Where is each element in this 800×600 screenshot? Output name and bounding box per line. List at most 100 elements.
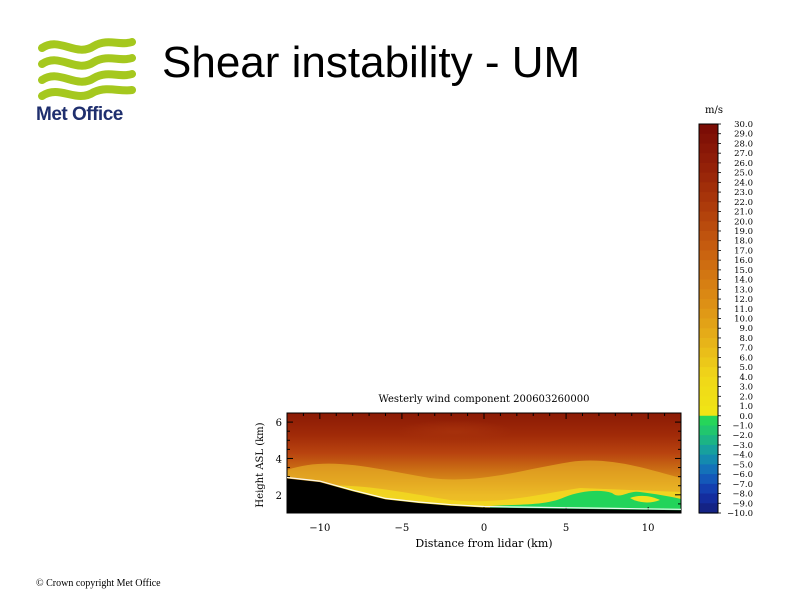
colorbar-label: 12.0 [734, 295, 753, 305]
y-axis: 2 4 6 [276, 418, 681, 514]
logo-text: Met Office [36, 104, 123, 125]
colorbar-label: 1.0 [739, 402, 753, 412]
colorbar-band [699, 386, 718, 397]
colorbar-label: 28.0 [734, 139, 753, 149]
colorbar-label: −7.0 [732, 480, 753, 490]
colorbar: 30.029.028.027.026.025.024.023.022.021.0… [698, 120, 753, 519]
colorbar-band [699, 308, 718, 320]
colorbar-band [699, 182, 718, 193]
colorbar-band [699, 240, 718, 252]
colorbar-label: 14.0 [734, 276, 753, 286]
colorbar-label: 15.0 [734, 266, 753, 276]
colorbar-band [699, 269, 718, 281]
colorbar-label: 29.0 [734, 130, 753, 140]
colorbar-band [699, 143, 718, 154]
colorbar-band [699, 357, 718, 368]
colorbar-band [699, 211, 718, 222]
colorbar-band [699, 347, 718, 358]
colorbar-band [699, 318, 718, 329]
terrain-mask [287, 478, 681, 513]
x-tick-label: 0 [481, 523, 487, 534]
colorbar-label: −9.0 [732, 499, 753, 509]
colorbar-band [699, 250, 718, 261]
colorbar-band [699, 328, 718, 339]
colorbar-band [699, 503, 718, 514]
colorbar-label: −3.0 [732, 441, 753, 451]
colorbar-label: 9.0 [739, 324, 753, 334]
colorbar-label: 11.0 [734, 305, 753, 315]
colorbar-band [699, 162, 718, 174]
colorbar-band [699, 435, 718, 446]
colorbar-band [699, 464, 718, 475]
colorbar-band [699, 444, 718, 456]
colorbar-band [699, 474, 718, 485]
y-tick-label: 6 [276, 418, 282, 429]
colorbar-label: 19.0 [734, 227, 753, 237]
y-tick-label: 4 [276, 454, 282, 465]
colorbar-unit: m/s [705, 105, 723, 116]
colorbar-band [699, 260, 718, 271]
colorbar-label: 23.0 [734, 188, 753, 198]
colorbar-label: 6.0 [739, 353, 753, 363]
x-axis-label: Distance from lidar (km) [415, 537, 552, 550]
colorbar-band [699, 454, 718, 465]
colorbar-label: 10.0 [734, 315, 753, 325]
colorbar-label: 0.0 [739, 412, 753, 422]
colorbar-label: 20.0 [734, 217, 753, 227]
colorbar-band [699, 230, 718, 242]
colorbar-label: −6.0 [732, 470, 753, 480]
colorbar-label: 26.0 [734, 159, 753, 169]
colorbar-band [699, 192, 718, 203]
colorbar-label: −1.0 [732, 421, 753, 431]
colorbar-band [699, 376, 718, 388]
colorbar-band [699, 153, 718, 164]
colorbar-band [699, 406, 718, 417]
colorbar-label: 24.0 [734, 178, 753, 188]
colorbar-band [699, 299, 718, 310]
colorbar-label: 21.0 [734, 208, 753, 218]
colorbar-label: 27.0 [734, 149, 753, 159]
colorbar-label: −10.0 [727, 509, 753, 519]
colorbar-label: 13.0 [734, 285, 753, 295]
chart-title: Westerly wind component 200603260000 [379, 394, 590, 405]
colorbar-label: 7.0 [739, 344, 753, 354]
colorbar-band [699, 493, 718, 504]
colorbar-label: 4.0 [739, 373, 753, 383]
terrain-edge [286, 476, 682, 510]
y-axis-label: Height ASL (km) [255, 422, 266, 507]
colorbar-label: 3.0 [739, 383, 753, 393]
x-tick-label: 10 [642, 523, 655, 534]
colorbar-band [699, 483, 718, 495]
colorbar-band [699, 133, 718, 145]
x-tick-label: −5 [395, 523, 410, 534]
copyright-text: © Crown copyright Met Office [36, 578, 161, 589]
colorbar-band [699, 415, 718, 427]
colorbar-band [699, 289, 718, 300]
colorbar-label: −8.0 [732, 490, 753, 500]
colorbar-label: 18.0 [734, 237, 753, 247]
met-office-logo: Met Office [36, 38, 136, 128]
colorbar-band [699, 172, 718, 183]
colorbar-label: −5.0 [732, 460, 753, 470]
colorbar-label: −4.0 [732, 451, 753, 461]
heatmap-field [287, 413, 681, 513]
colorbar-label: 22.0 [734, 198, 753, 208]
x-tick-label: −10 [309, 523, 330, 534]
colorbar-label: 5.0 [739, 363, 753, 373]
slide-title: Shear instability - UM [162, 38, 581, 87]
colorbar-label: 25.0 [734, 169, 753, 179]
colorbar-band [699, 367, 718, 378]
colorbar-band [699, 201, 718, 213]
x-tick-label: 5 [563, 523, 569, 534]
colorbar-band [699, 337, 718, 349]
colorbar-band [699, 396, 718, 407]
colorbar-label: 8.0 [739, 334, 753, 344]
colorbar-band [699, 124, 718, 135]
y-tick-label: 2 [276, 491, 282, 502]
colorbar-band [699, 221, 718, 232]
colorbar-label: 17.0 [734, 246, 753, 256]
colorbar-label: 30.0 [734, 120, 753, 130]
colorbar-label: −2.0 [732, 431, 753, 441]
colorbar-label: 2.0 [739, 392, 753, 402]
